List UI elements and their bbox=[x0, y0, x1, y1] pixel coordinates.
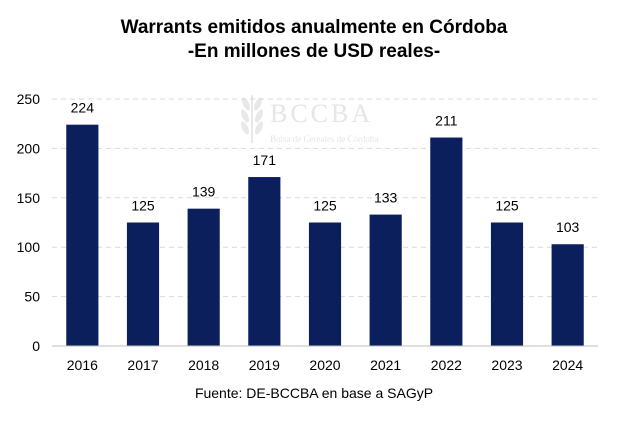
y-tick-label: 150 bbox=[17, 190, 41, 206]
x-tick-label: 2018 bbox=[188, 357, 219, 373]
data-label: 133 bbox=[374, 190, 398, 206]
data-label: 139 bbox=[192, 184, 216, 200]
x-tick-label: 2020 bbox=[309, 357, 340, 373]
bar-2023 bbox=[490, 222, 524, 346]
data-label: 103 bbox=[556, 219, 580, 235]
watermark-logo: BCCBA Bolsa de Cereales de Córdoba bbox=[240, 95, 378, 144]
x-tick-label: 2021 bbox=[370, 357, 401, 373]
data-label: 211 bbox=[435, 113, 458, 129]
x-tick-label: 2016 bbox=[67, 357, 98, 373]
y-tick-label: 100 bbox=[17, 239, 41, 255]
y-tick-label: 50 bbox=[24, 289, 40, 305]
y-tick-label: 250 bbox=[17, 91, 41, 107]
bar-2022 bbox=[430, 137, 463, 346]
bar-2021 bbox=[369, 214, 402, 346]
watermark-name: BCCBA bbox=[270, 99, 373, 128]
data-label: 224 bbox=[71, 100, 95, 116]
data-label: 125 bbox=[131, 198, 155, 214]
source-note: Fuente: DE-BCCBA en base a SAGyP bbox=[194, 385, 434, 401]
y-tick-label: 200 bbox=[17, 140, 41, 156]
x-tick-label: 2024 bbox=[552, 357, 583, 373]
bar-2019 bbox=[248, 177, 281, 346]
x-tick-label: 2019 bbox=[249, 357, 280, 373]
x-tick-label: 2023 bbox=[491, 357, 522, 373]
x-tick-label: 2022 bbox=[431, 357, 462, 373]
chart-subtitle: -En millones de USD reales- bbox=[187, 41, 441, 62]
x-tick-label: 2017 bbox=[127, 357, 158, 373]
watermark-subtitle: Bolsa de Cereales de Córdoba bbox=[270, 134, 378, 144]
bar-2020 bbox=[308, 222, 342, 346]
bar-2024 bbox=[551, 244, 584, 346]
data-label: 171 bbox=[253, 152, 277, 168]
data-label: 125 bbox=[495, 198, 519, 214]
bar-2017 bbox=[126, 222, 160, 346]
y-tick-label: 0 bbox=[32, 338, 40, 354]
bar-2016 bbox=[66, 124, 99, 346]
wheat-icon bbox=[240, 95, 264, 143]
chart-title: Warrants emitidos anualmente en Córdoba bbox=[120, 17, 508, 38]
data-label: 125 bbox=[313, 198, 337, 214]
bar-2018 bbox=[187, 208, 220, 346]
